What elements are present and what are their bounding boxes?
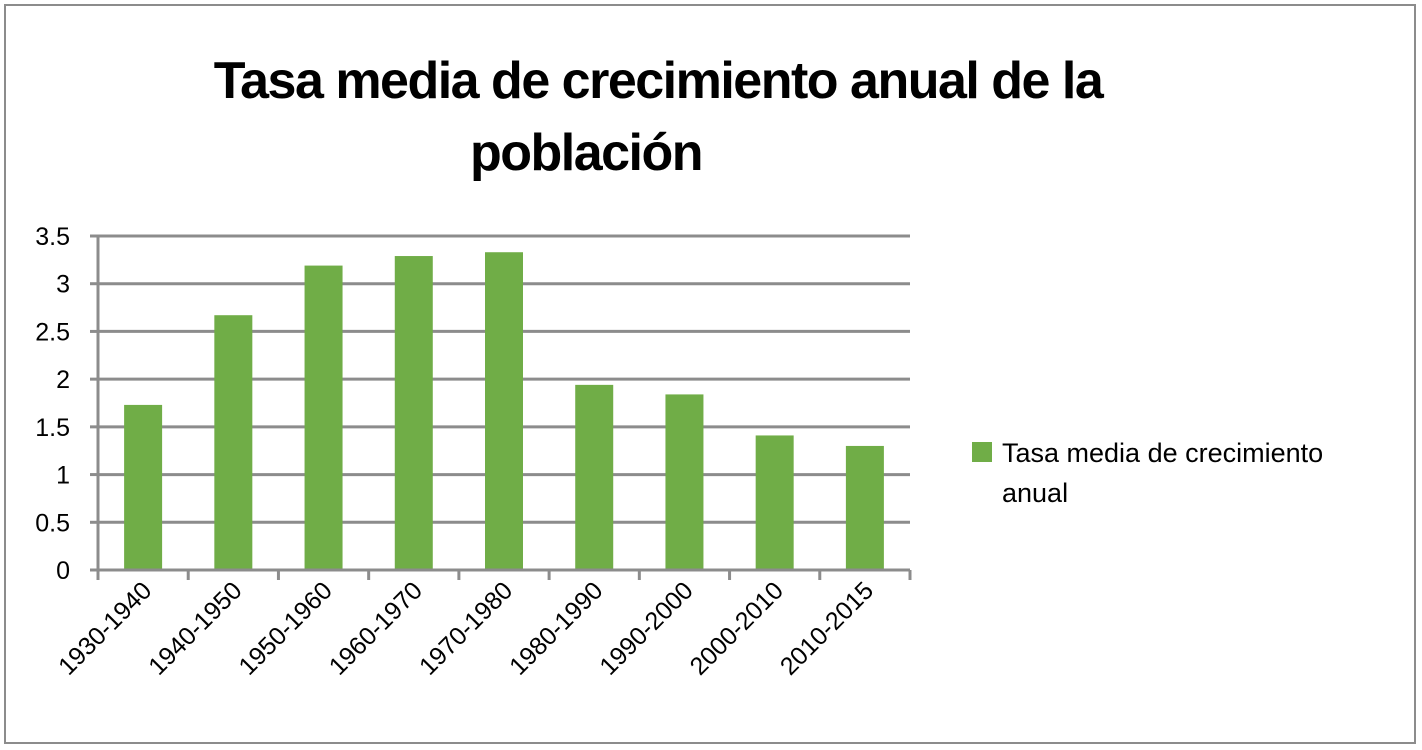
x-axis-tick-labels: 1930-19401940-19501950-19601960-19701970… [53, 576, 879, 680]
axes [90, 234, 912, 580]
bar [575, 384, 614, 570]
x-tick-label: 2000-2010 [685, 576, 789, 680]
y-tick-label: 1.5 [35, 414, 70, 442]
chart-title-line-2: población [470, 124, 702, 182]
bar [485, 252, 523, 571]
bar [665, 394, 704, 570]
y-tick-label: 2 [56, 366, 70, 394]
bar [394, 256, 433, 570]
bar [845, 445, 884, 570]
bar [124, 404, 163, 570]
y-tick-label: 2.5 [35, 318, 70, 346]
y-tick-label: 3 [56, 271, 70, 299]
y-tick-label: 3.5 [35, 223, 70, 251]
x-tick-label: 1930-1940 [53, 576, 157, 680]
bar [755, 435, 794, 570]
x-tick-label: 1980-1990 [504, 576, 608, 680]
y-axis-tick-labels: 0 0.5 1 1.5 2 2.5 3 3.5 [35, 223, 70, 585]
bar-series [124, 252, 884, 571]
chart-frame: Tasa media de crecimiento anual de la po… [4, 4, 1416, 744]
chart-title-line-1: Tasa media de crecimiento anual de la [214, 52, 1105, 110]
x-tick-label: 1940-1950 [143, 576, 247, 680]
chart-canvas: Tasa media de crecimiento anual de la po… [35, 52, 1323, 681]
bar [214, 315, 253, 570]
x-tick-label: 1960-1970 [324, 576, 428, 680]
x-tick-label: 1950-1960 [233, 576, 337, 680]
x-tick-label: 1970-1980 [414, 576, 518, 680]
chart-title: Tasa media de crecimiento anual de la po… [214, 52, 1107, 182]
x-tick-label: 2010-2015 [775, 576, 879, 680]
x-tick-label: 1990-2000 [594, 576, 698, 680]
y-tick-label: 0.5 [35, 509, 70, 537]
legend-label-line-1: Tasa media de crecimiento [1002, 438, 1323, 468]
legend: Tasa media de crecimiento anual [972, 438, 1323, 508]
y-tick-label: 1 [56, 462, 70, 490]
legend-swatch [972, 442, 992, 462]
legend-label-line-2: anual [1002, 478, 1068, 508]
y-tick-label: 0 [56, 557, 70, 585]
bar [304, 265, 343, 570]
